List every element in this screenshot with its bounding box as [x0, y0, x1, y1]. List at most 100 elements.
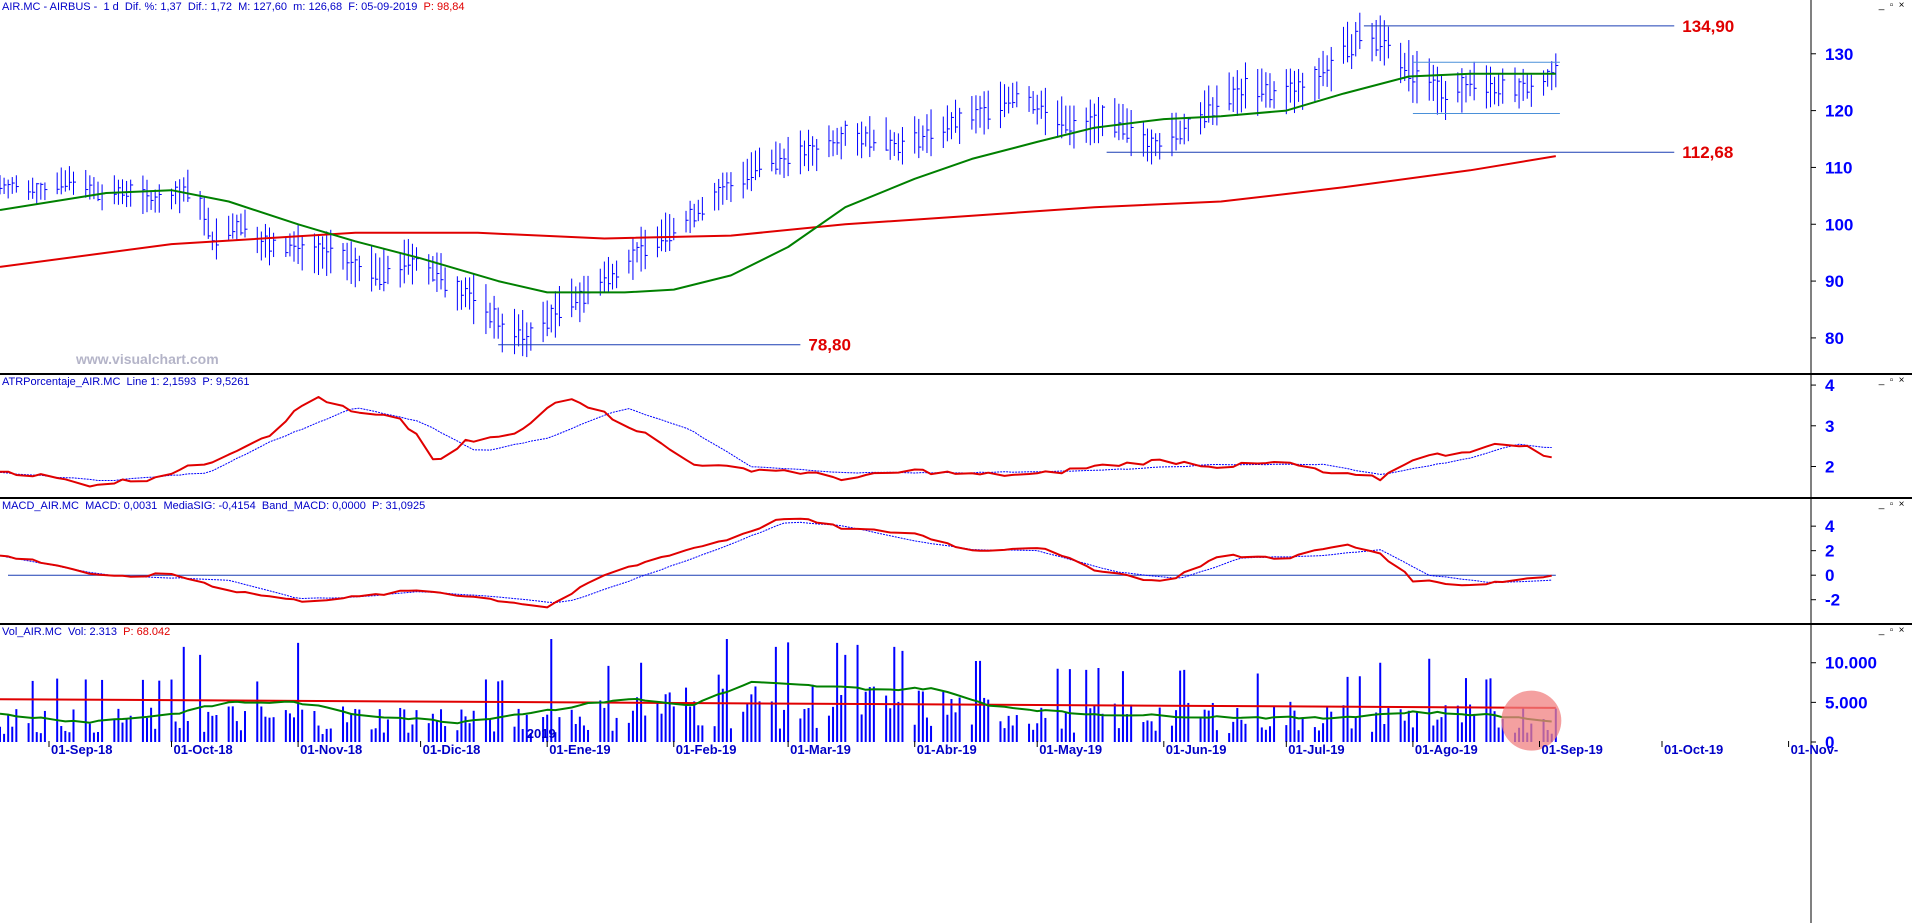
- price-y-tick-label: 100: [1825, 215, 1853, 234]
- timeframe-label: 1 d: [103, 1, 119, 13]
- min-label: m:: [293, 1, 306, 13]
- level-annotation: 112,68: [1682, 143, 1733, 162]
- p-value: 98,84: [436, 1, 465, 13]
- macd-main-line: [0, 517, 1552, 609]
- macd-value: 0,0031: [123, 500, 158, 512]
- macd-y-tick-label: -2: [1825, 591, 1840, 610]
- atr-chart[interactable]: 2 3 4: [0, 375, 1912, 499]
- atr-y-tick-label: 4: [1825, 376, 1835, 395]
- dif-value: 1,72: [210, 1, 232, 13]
- restore-icon[interactable]: ▫: [1889, 625, 1897, 636]
- atr-y-tick-label: 2: [1825, 458, 1834, 477]
- vol-pane: Vol_AIR.MC Vol: 2.313 P: 68.042 _ ▫ × 0 5.0…: [0, 624, 1912, 923]
- macd-pane: MACD_AIR.MC MACD: 0,0031 MediaSIG: -0,41…: [0, 498, 1912, 625]
- atr-title: ATRPorcentaje_AIR.MC: [2, 376, 121, 388]
- price-y-tick-label: 90: [1825, 272, 1844, 291]
- minimize-icon[interactable]: _: [1878, 625, 1888, 636]
- vol-p-label: P:: [123, 626, 134, 638]
- vol-value: 2.313: [89, 626, 117, 638]
- vol-y-tick-label: 10.000: [1825, 654, 1877, 673]
- watermark: www.visualchart.com: [75, 351, 219, 367]
- minimize-icon[interactable]: _: [1878, 0, 1888, 11]
- price-y-tick-label: 80: [1825, 329, 1844, 348]
- price-y-tick-label: 130: [1825, 45, 1853, 64]
- x-tick-label: 01-Nov-: [1791, 742, 1839, 757]
- macd-y-tick-label: 4: [1825, 517, 1835, 536]
- close-icon[interactable]: ×: [1898, 375, 1908, 386]
- price-chart[interactable]: 80 90 100 110 120 130 134,90 112,68 78,80 www.vis…: [0, 0, 1912, 374]
- macd-chart[interactable]: -2 0 2 4: [0, 499, 1912, 625]
- price-pane-controls: _ ▫ ×: [1878, 0, 1908, 12]
- dif-pct-label: Dif. %:: [124, 1, 158, 13]
- price-pane: AIR.MC - AIRBUS - 1 d Dif. %: 1,37 Dif.:…: [0, 0, 1912, 374]
- p-label: P:: [423, 1, 434, 13]
- minimize-icon[interactable]: _: [1878, 375, 1888, 386]
- long-moving-average-line: [0, 155, 1556, 268]
- x-tick-label: 01-Jun-19: [1166, 742, 1227, 757]
- x-tick-label: 01-Jul-19: [1288, 742, 1344, 757]
- restore-icon[interactable]: ▫: [1889, 0, 1897, 11]
- macd-band-label: Band_MACD:: [261, 500, 330, 512]
- price-y-tick-label: 110: [1825, 158, 1852, 177]
- x-tick-label: 01-Feb-19: [676, 742, 737, 757]
- macd-label: MACD:: [85, 500, 121, 512]
- year-label: 2019: [527, 726, 556, 741]
- restore-icon[interactable]: ▫: [1889, 375, 1897, 386]
- macd-sig-value: -0,4154: [218, 500, 256, 512]
- atr-signal-line: [0, 407, 1552, 481]
- min-value: 126,68: [308, 1, 343, 13]
- macd-y-tick-label: 0: [1825, 566, 1834, 585]
- atr-line-label: Line 1:: [126, 376, 160, 388]
- macd-y-tick-label: 2: [1825, 542, 1834, 561]
- atr-p-label: P:: [202, 376, 213, 388]
- dif-pct-value: 1,37: [160, 1, 182, 13]
- max-value: 127,60: [253, 1, 288, 13]
- x-tick-label: 01-Dic-18: [423, 742, 481, 757]
- macd-sig-label: MediaSIG:: [163, 500, 216, 512]
- atr-y-tick-label: 3: [1825, 417, 1834, 436]
- macd-p-value: 31,0925: [385, 500, 426, 512]
- close-icon[interactable]: ×: [1898, 625, 1908, 636]
- dif-label: Dif.:: [187, 1, 208, 13]
- atr-line-value: 2,1593: [162, 376, 197, 388]
- restore-icon[interactable]: ▫: [1889, 499, 1897, 510]
- vol-label: Vol:: [68, 626, 87, 638]
- x-tick-label: 01-Nov-18: [300, 742, 362, 757]
- vol-pane-controls: _ ▫ ×: [1878, 625, 1908, 637]
- x-tick-label: 01-Sep-18: [51, 742, 112, 757]
- volume-short-average-line: [0, 680, 1552, 725]
- atr-main-line: [0, 396, 1552, 488]
- x-tick-label: 01-Sep-19: [1541, 742, 1602, 757]
- close-icon[interactable]: ×: [1898, 499, 1908, 510]
- x-tick-label: 01-Ago-19: [1415, 742, 1478, 757]
- close-icon[interactable]: ×: [1898, 0, 1908, 11]
- minimize-icon[interactable]: _: [1878, 499, 1888, 510]
- macd-pane-controls: _ ▫ ×: [1878, 499, 1908, 511]
- macd-title: MACD_AIR.MC: [2, 500, 80, 512]
- atr-pane-controls: _ ▫ ×: [1878, 375, 1908, 387]
- date-label: F:: [348, 1, 359, 13]
- macd-band-value: 0,0000: [332, 500, 366, 512]
- x-tick-label: 01-Oct-19: [1664, 742, 1723, 757]
- vol-y-tick-label: 5.000: [1825, 693, 1868, 712]
- level-annotation: 78,80: [808, 336, 851, 355]
- vol-y-tick-label: 0: [1825, 733, 1834, 752]
- vol-title: Vol_AIR.MC: [2, 626, 62, 638]
- price-y-tick-label: 120: [1825, 102, 1853, 121]
- price-pane-header: AIR.MC - AIRBUS - 1 d Dif. %: 1,37 Dif.:…: [2, 1, 465, 13]
- x-tick-label: 01-Abr-19: [917, 742, 977, 757]
- max-label: M:: [238, 1, 251, 13]
- atr-pane: ATRPorcentaje_AIR.MC Line 1: 2,1593 P: 9…: [0, 374, 1912, 499]
- symbol-label: AIR.MC - AIRBUS: [2, 1, 91, 13]
- level-annotation: 134,90: [1682, 17, 1734, 36]
- x-tick-label: 01-Oct-18: [174, 742, 233, 757]
- macd-pane-header: MACD_AIR.MC MACD: 0,0031 MediaSIG: -0,41…: [2, 499, 425, 513]
- x-tick-label: 01-May-19: [1039, 742, 1102, 757]
- vol-chart[interactable]: 0 5.000 10.000 2019 01-Sep-18 01-Oct-18 01-Nov…: [0, 625, 1912, 923]
- x-tick-label: 01-Ene-19: [549, 742, 610, 757]
- volume-long-average-line: [0, 698, 1556, 709]
- x-tick-label: 01-Mar-19: [790, 742, 851, 757]
- highlight-circle: [1501, 690, 1562, 751]
- vol-pane-header: Vol_AIR.MC Vol: 2.313 P: 68.042: [2, 625, 170, 639]
- date-value: 05-09-2019: [361, 1, 418, 13]
